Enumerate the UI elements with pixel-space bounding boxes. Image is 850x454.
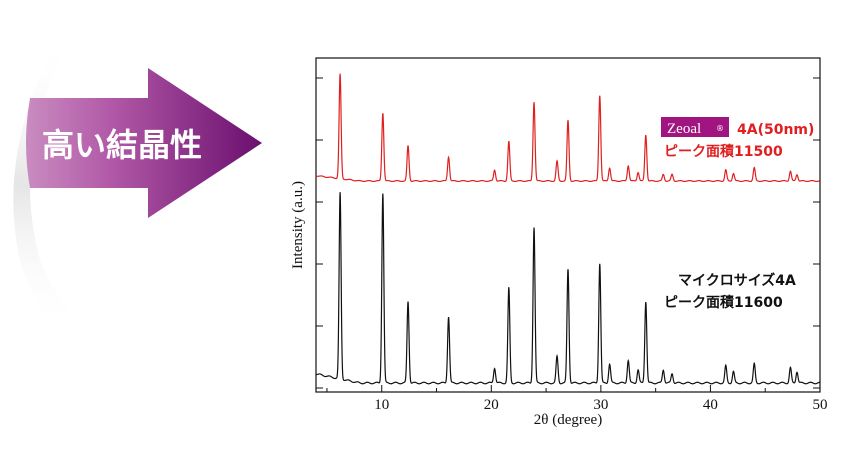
series-line-1 bbox=[316, 192, 820, 385]
brand-name: Zeoal bbox=[667, 121, 701, 137]
series-line-0 bbox=[315, 73, 820, 183]
x-tick-label: 30 bbox=[593, 397, 608, 413]
y-ticks bbox=[316, 77, 820, 389]
x-tick-label: 10 bbox=[374, 397, 389, 413]
x-tick-label: 50 bbox=[813, 397, 828, 413]
x-tick-label: 20 bbox=[484, 397, 499, 413]
legend-black: マイクロサイズ4A ピーク面積11600 bbox=[664, 272, 796, 311]
y-axis-label: Intensity (a.u.) bbox=[290, 181, 306, 269]
brand-mark: ® bbox=[716, 124, 724, 133]
legend-red: Zeoal ® 4A(50nm) ピーク面積11500 bbox=[661, 117, 814, 160]
plot-frame bbox=[315, 57, 821, 393]
brand-badge bbox=[661, 117, 729, 137]
black-series-name: マイクロサイズ4A bbox=[678, 272, 796, 289]
red-series-detail: ピーク面積11500 bbox=[664, 143, 783, 160]
x-axis-label: 2θ (degree) bbox=[534, 412, 602, 428]
x-ticks: 10 20 30 40 50 bbox=[326, 385, 828, 413]
x-tick-label: 40 bbox=[703, 397, 718, 413]
red-series-name: 4A(50nm) bbox=[737, 122, 814, 138]
arrow-shape bbox=[26, 68, 262, 218]
black-series-detail: ピーク面積11600 bbox=[664, 294, 783, 311]
banner-text: 高い結晶性 bbox=[42, 126, 202, 164]
arrow-banner: 高い結晶性 bbox=[13, 40, 262, 330]
series-layer bbox=[315, 73, 820, 385]
